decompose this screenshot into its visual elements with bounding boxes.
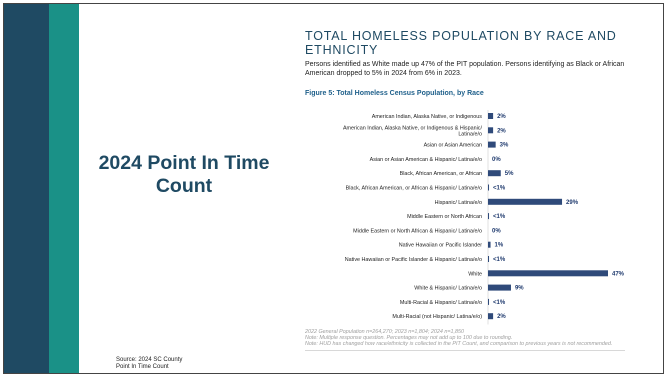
data-label: 0%	[492, 157, 501, 163]
category-label: Multi-Racial (not Hispanic/ Latina/e/o)	[392, 314, 482, 320]
category-label: Native Hawaiian or Pacific Islander & Hi…	[345, 257, 482, 263]
category-label: Middle Eastern or North African & Hispan…	[353, 228, 482, 234]
data-label: <1%	[493, 214, 506, 220]
category-label: American Indian, Alaska Native, or Indig…	[343, 125, 483, 137]
category-label: Native Hawaiian or Pacific Islander	[399, 243, 482, 249]
category-label: White	[468, 271, 482, 277]
data-label: 3%	[500, 143, 509, 149]
data-label: 9%	[515, 286, 524, 292]
race-bar-chart: American Indian, Alaska Native, or Indig…	[343, 110, 625, 325]
slide-heading: TOTAL HOMELESS POPULATION BY RACE AND ET…	[305, 29, 617, 57]
category-label: Multi-Racial & Hispanic/ Latina/e/o	[400, 300, 482, 306]
bar	[488, 284, 511, 291]
data-label: <1%	[493, 186, 506, 192]
data-label: <1%	[493, 257, 506, 263]
figure-title: Figure 5: Total Homeless Census Populati…	[305, 90, 484, 97]
bar	[488, 170, 501, 177]
category-label: Hispanic/ Latina/e/o	[435, 200, 482, 206]
bar	[488, 213, 490, 220]
category-label: White & Hispanic/ Latina/e/o	[414, 286, 482, 292]
data-label: <1%	[493, 300, 506, 306]
bar	[488, 270, 608, 277]
teal-side-band	[49, 4, 79, 373]
source-line: Point In Time Count	[116, 364, 169, 370]
data-label: 47%	[612, 271, 625, 277]
data-label: 2%	[497, 114, 506, 120]
bar	[488, 298, 490, 305]
footnote-divider	[305, 350, 625, 351]
data-label: 2%	[497, 128, 506, 134]
bar	[488, 256, 490, 262]
category-label: Black, African American, or African	[400, 171, 482, 177]
source-line: Source: 2024 SC County	[116, 357, 183, 363]
source-note: Source: 2024 SC County Point In Time Cou…	[116, 357, 182, 371]
footnote: Note: HUD has changed how race/ethnicity…	[305, 341, 613, 347]
data-label: 0%	[492, 228, 501, 234]
category-label: Asian or Asian American & Hispanic/ Lati…	[370, 157, 482, 163]
dark-side-band	[4, 4, 49, 373]
bar	[488, 198, 563, 205]
bar	[488, 241, 491, 248]
category-label: Middle Eastern or North African	[407, 214, 482, 220]
data-label: 2%	[497, 314, 506, 320]
footnotes: 2022 General Population n=264,270; 2023 …	[305, 329, 635, 347]
bar	[488, 313, 494, 320]
category-label: Black, African American, or African & Hi…	[346, 186, 482, 192]
slide: 2024 Point In Time Count Source: 2024 SC…	[3, 3, 664, 374]
footnote: Note: Multiple response question. Percen…	[305, 335, 513, 341]
slide-left-title: 2024 Point In Time Count	[98, 152, 270, 197]
slide-description: Persons identified as White made up 47% …	[305, 61, 625, 77]
category-label: Asian or Asian American	[424, 143, 482, 149]
category-label: American Indian, Alaska Native, or Indig…	[372, 114, 483, 120]
bar	[488, 184, 490, 191]
bar	[488, 141, 496, 148]
data-label: 29%	[566, 200, 579, 206]
bar	[488, 127, 494, 134]
data-label: 5%	[505, 171, 514, 177]
bar	[488, 113, 494, 119]
footnote: 2022 General Population n=264,270; 2023 …	[305, 329, 465, 335]
data-label: 1%	[495, 243, 504, 249]
